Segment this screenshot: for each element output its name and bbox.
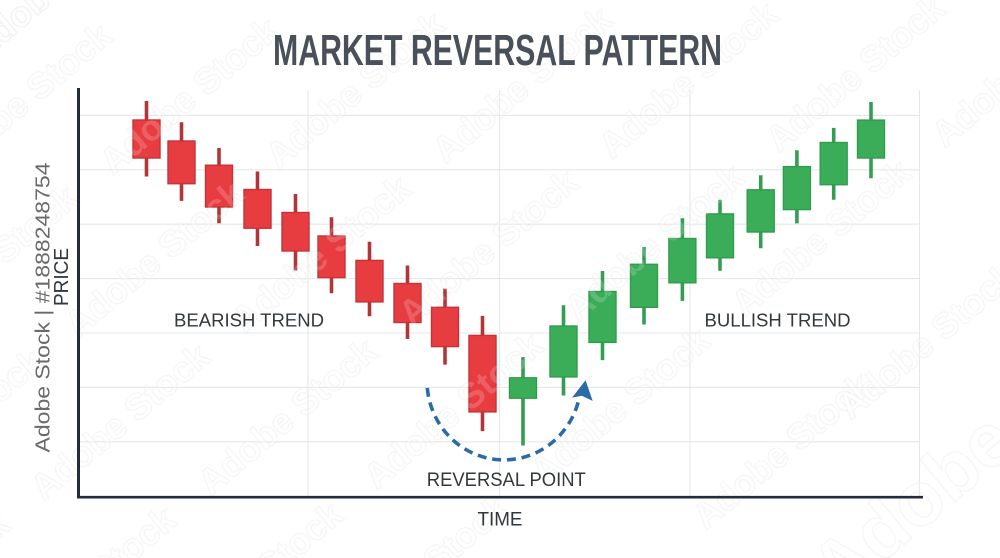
svg-text:BEARISH TREND: BEARISH TREND [174, 310, 324, 330]
svg-text:REVERSAL POINT: REVERSAL POINT [427, 470, 586, 491]
svg-text:Adobe Stock | #1888248754: Adobe Stock | #1888248754 [33, 163, 55, 453]
svg-text:MARKET REVERSAL PATTERN: MARKET REVERSAL PATTERN [273, 26, 722, 75]
svg-text:BULLISH TREND: BULLISH TREND [705, 310, 851, 330]
svg-text:TIME: TIME [478, 509, 523, 531]
svg-text:PRICE: PRICE [51, 248, 73, 306]
